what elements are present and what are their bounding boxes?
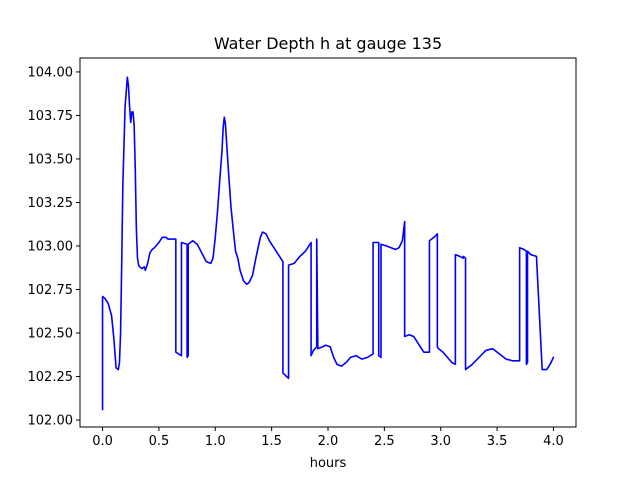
y-tick-label: 102.50	[28, 327, 74, 342]
y-tick-label: 103.75	[28, 109, 74, 124]
y-tick-label: 102.00	[28, 414, 74, 429]
x-tick-label: 3.5	[487, 434, 508, 449]
x-tick-label: 3.0	[430, 434, 451, 449]
x-axis-label: hours	[310, 456, 347, 471]
ticks-layer: 0.0 0.5 1.0 1.5 2.0 2.5 3.0 3.5 4.0 102.00 102.25 1…	[28, 65, 564, 449]
y-tick-label: 103.25	[28, 196, 74, 211]
y-tick-label: 103.00	[28, 239, 74, 254]
x-tick-label: 4.0	[543, 434, 564, 449]
series-line	[101, 76, 555, 411]
x-tick-label: 1.5	[261, 434, 282, 449]
y-tick-label: 104.00	[28, 65, 74, 80]
x-tick-label: 0.0	[92, 434, 113, 449]
chart-title: Water Depth h at gauge 135	[214, 34, 442, 53]
y-tick-label: 103.50	[28, 152, 74, 167]
y-tick-label: 102.75	[28, 283, 74, 298]
series-layer	[101, 76, 555, 411]
y-tick-label: 102.25	[28, 370, 74, 385]
x-tick-label: 2.5	[374, 434, 395, 449]
x-tick-label: 0.5	[149, 434, 170, 449]
x-tick-label: 1.0	[205, 434, 226, 449]
plot-frame	[79, 57, 577, 428]
x-tick-label: 2.0	[318, 434, 339, 449]
